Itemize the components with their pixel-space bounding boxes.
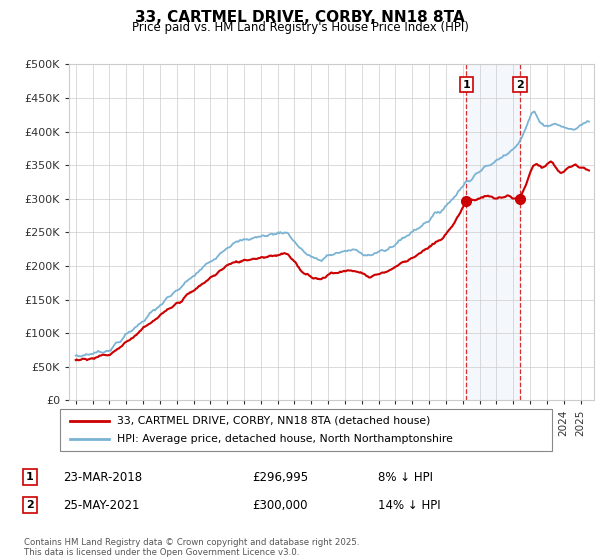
Text: 14% ↓ HPI: 14% ↓ HPI	[378, 498, 440, 512]
Text: 33, CARTMEL DRIVE, CORBY, NN18 8TA: 33, CARTMEL DRIVE, CORBY, NN18 8TA	[135, 10, 465, 25]
Text: HPI: Average price, detached house, North Northamptonshire: HPI: Average price, detached house, Nort…	[116, 434, 452, 444]
Text: 33, CARTMEL DRIVE, CORBY, NN18 8TA (detached house): 33, CARTMEL DRIVE, CORBY, NN18 8TA (deta…	[116, 416, 430, 426]
Text: 1: 1	[26, 472, 34, 482]
Text: £300,000: £300,000	[252, 498, 308, 512]
Text: Price paid vs. HM Land Registry's House Price Index (HPI): Price paid vs. HM Land Registry's House …	[131, 21, 469, 34]
Text: 2: 2	[516, 80, 524, 90]
Text: £296,995: £296,995	[252, 470, 308, 484]
FancyBboxPatch shape	[60, 409, 552, 451]
Text: 2: 2	[26, 500, 34, 510]
Text: 1: 1	[463, 80, 470, 90]
Text: 8% ↓ HPI: 8% ↓ HPI	[378, 470, 433, 484]
Text: 23-MAR-2018: 23-MAR-2018	[63, 470, 142, 484]
Text: 25-MAY-2021: 25-MAY-2021	[63, 498, 139, 512]
Bar	[466, 64, 520, 400]
Text: Contains HM Land Registry data © Crown copyright and database right 2025.
This d: Contains HM Land Registry data © Crown c…	[24, 538, 359, 557]
